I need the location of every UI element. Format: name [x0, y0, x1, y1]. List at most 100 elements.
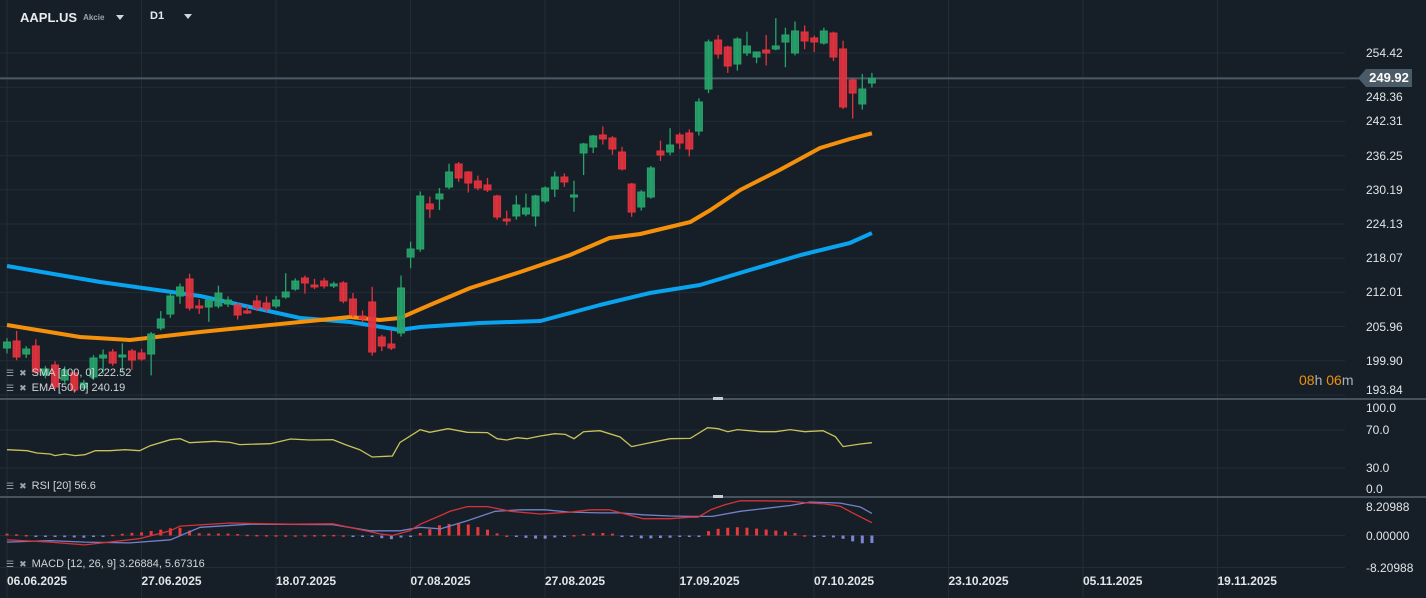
- macd-histogram-bar: [5, 533, 9, 536]
- bullish-candle: [175, 283, 184, 304]
- candle-body: [310, 284, 319, 288]
- macd-legend[interactable]: ☰ ✖ MACD [12, 26, 9] 3.26884, 5.67316: [6, 558, 205, 571]
- macd-histogram-bar: [207, 533, 211, 536]
- bearish-candle: [839, 40, 848, 109]
- bullish-candle: [867, 72, 876, 88]
- macd-histogram-bar: [111, 534, 115, 537]
- rsi-axis-label: 30.0: [1366, 461, 1390, 475]
- rsi-legend[interactable]: ☰ ✖ RSI [20] 56.6: [6, 480, 96, 493]
- macd-axis-label: 0.00000: [1366, 529, 1410, 543]
- macd-histogram-bar: [130, 532, 134, 536]
- price-axis-label: 224.13: [1366, 216, 1403, 231]
- macd-histogram-bar: [601, 533, 605, 536]
- bullish-candle: [550, 171, 559, 198]
- candle-body: [272, 299, 281, 307]
- macd-histogram-bar: [245, 534, 249, 537]
- macd-histogram-bar: [466, 524, 470, 536]
- panel-resize-handle[interactable]: [713, 397, 723, 400]
- bearish-candle: [598, 126, 607, 145]
- candle-body: [397, 287, 406, 334]
- candle-body: [637, 191, 646, 208]
- time-axis-label: 18.07.2025: [276, 574, 337, 588]
- countdown-hours: 08: [1299, 372, 1315, 388]
- macd-histogram-bar: [668, 535, 672, 538]
- candle-body: [598, 134, 607, 140]
- candle-body: [589, 135, 598, 148]
- panel-separators[interactable]: [0, 397, 1426, 498]
- rsi-axis-label: 70.0: [1366, 423, 1390, 437]
- macd-histogram-bar: [851, 535, 855, 542]
- macd-histogram-bar: [562, 535, 566, 537]
- candle-body: [329, 283, 338, 287]
- macd-histogram-bar: [293, 535, 297, 537]
- candle-body: [454, 163, 463, 179]
- macd-histogram-bar: [735, 527, 739, 536]
- bullish-candle: [521, 193, 530, 217]
- macd-histogram-bar: [63, 535, 67, 538]
- macd-histogram-bar: [591, 533, 595, 536]
- macd-histogram-bar: [822, 535, 826, 537]
- macd-histogram-bar: [774, 530, 778, 536]
- candle-body: [281, 291, 290, 298]
- candle-body: [714, 39, 723, 55]
- settings-icon[interactable]: ☰: [6, 559, 16, 569]
- candle-body: [300, 277, 309, 284]
- candle-body: [358, 315, 367, 320]
- bullish-candle: [771, 18, 780, 51]
- bullish-candle: [204, 298, 213, 322]
- close-icon[interactable]: ✖: [19, 559, 28, 569]
- countdown-minutes: 06: [1326, 372, 1342, 388]
- close-icon[interactable]: ✖: [19, 481, 28, 491]
- panel-resize-handle[interactable]: [713, 495, 723, 498]
- bullish-candle: [646, 166, 655, 199]
- candle-body: [99, 354, 108, 359]
- macd-histogram-bar: [687, 535, 691, 537]
- close-icon[interactable]: ✖: [19, 368, 28, 378]
- bearish-candle: [656, 140, 665, 161]
- macd-histogram-bar: [380, 535, 384, 539]
- macd-axis-label: 8.20988: [1366, 500, 1410, 514]
- close-icon[interactable]: ✖: [19, 383, 28, 393]
- macd-histogram-bar: [226, 533, 230, 536]
- price-axis-label: 199.90: [1366, 353, 1403, 368]
- macd-histogram-bar: [24, 535, 28, 537]
- time-axis-label: 19.11.2025: [1217, 574, 1277, 588]
- macd-histogram-bar: [322, 534, 326, 537]
- candle-body: [195, 305, 204, 309]
- macd-histogram-bar: [476, 527, 480, 536]
- bullish-candle: [224, 296, 233, 308]
- macd-histogram-bar: [418, 533, 422, 536]
- bearish-candle: [714, 35, 723, 59]
- macd-histogram-bar: [793, 533, 797, 536]
- timeframe-selector[interactable]: D1: [150, 10, 193, 22]
- settings-icon[interactable]: ☰: [6, 383, 16, 393]
- sma-line-group: [6, 231, 873, 332]
- candle-body: [646, 167, 655, 198]
- macd-histogram-bar: [437, 525, 441, 536]
- bullish-candle: [291, 278, 300, 291]
- settings-icon[interactable]: ☰: [6, 481, 16, 491]
- settings-icon[interactable]: ☰: [6, 368, 16, 378]
- sma-legend[interactable]: ☰ ✖ SMA [100, 0] 222.52: [6, 367, 131, 380]
- bullish-candle: [445, 163, 454, 190]
- bearish-candle: [387, 330, 396, 351]
- symbol-selector[interactable]: AAPL.US Akcie: [20, 10, 125, 25]
- bullish-candle: [41, 365, 50, 379]
- bearish-candle: [348, 293, 357, 318]
- ema-legend[interactable]: ☰ ✖ EMA [50, 0] 240.19: [6, 382, 125, 395]
- candle-body: [243, 310, 252, 314]
- bullish-candle: [22, 346, 31, 358]
- price-axis-label: 193.84: [1366, 383, 1403, 397]
- macd-line: [6, 500, 873, 546]
- candle-body: [723, 46, 732, 67]
- candle-body: [839, 48, 848, 108]
- chevron-down-icon: [184, 13, 193, 19]
- macd-histogram-bar: [313, 535, 317, 537]
- macd-histogram-bar: [649, 535, 653, 539]
- bearish-candle: [31, 339, 40, 375]
- candle-body: [819, 30, 828, 44]
- candle-body: [685, 132, 694, 150]
- candle-body: [108, 351, 117, 364]
- macd-histogram-bar: [361, 535, 365, 537]
